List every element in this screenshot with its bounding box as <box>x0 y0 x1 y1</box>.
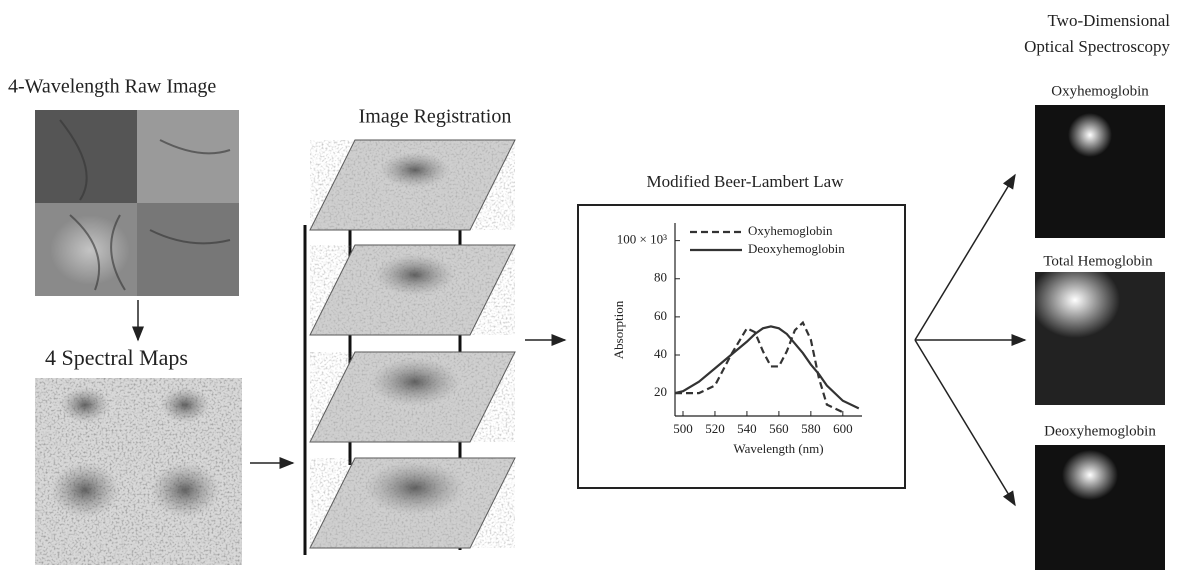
y-tick-label: 80 <box>654 270 667 285</box>
registered-plane <box>310 140 515 230</box>
diagram: Two-Dimensional Optical Spectroscopy 4-W… <box>0 0 1179 575</box>
map-label: Deoxyhemoglobin <box>1044 423 1156 439</box>
section-title: 4 Spectral Maps <box>45 345 188 370</box>
fan-arrows <box>915 175 1025 505</box>
x-tick-label: 540 <box>737 421 757 436</box>
x-tick-label: 580 <box>801 421 821 436</box>
y-tick-label: 60 <box>654 308 667 323</box>
section-title: Optical Spectroscopy <box>1024 37 1170 56</box>
registered-plane <box>310 245 515 335</box>
oxy-map <box>1035 105 1165 238</box>
plane-spot <box>375 254 455 296</box>
section-title: 4-Wavelength Raw Image <box>8 76 216 98</box>
chart-title: Modified Beer-Lambert Law <box>647 172 845 191</box>
x-tick-label: 500 <box>673 421 693 436</box>
x-tick-label: 520 <box>705 421 725 436</box>
plane-spot <box>370 358 460 406</box>
x-axis-label: Wavelength (nm) <box>733 441 823 456</box>
y-tick-label: 20 <box>654 384 667 399</box>
total-map <box>1030 262 1165 405</box>
registered-plane <box>310 458 515 548</box>
legend-label: Deoxyhemoglobin <box>748 241 845 256</box>
legend-label: Oxyhemoglobin <box>748 223 833 238</box>
y-tick-label: 40 <box>654 346 667 361</box>
deoxy-map <box>1035 445 1165 570</box>
plane-spot <box>380 152 450 188</box>
section-title: Two-Dimensional <box>1047 11 1170 30</box>
section-title: Image Registration <box>359 106 512 128</box>
raw-image <box>35 110 239 296</box>
y-tick-label: 100 × 10³ <box>617 232 667 247</box>
x-tick-label: 560 <box>769 421 789 436</box>
plane-spot <box>365 461 465 515</box>
x-tick-label: 600 <box>833 421 853 436</box>
image-stack <box>305 140 515 555</box>
registered-plane <box>310 352 515 442</box>
y-axis-label: Absorption <box>611 300 626 359</box>
spectral-maps-image <box>35 378 242 565</box>
map-label: Oxyhemoglobin <box>1051 83 1149 99</box>
